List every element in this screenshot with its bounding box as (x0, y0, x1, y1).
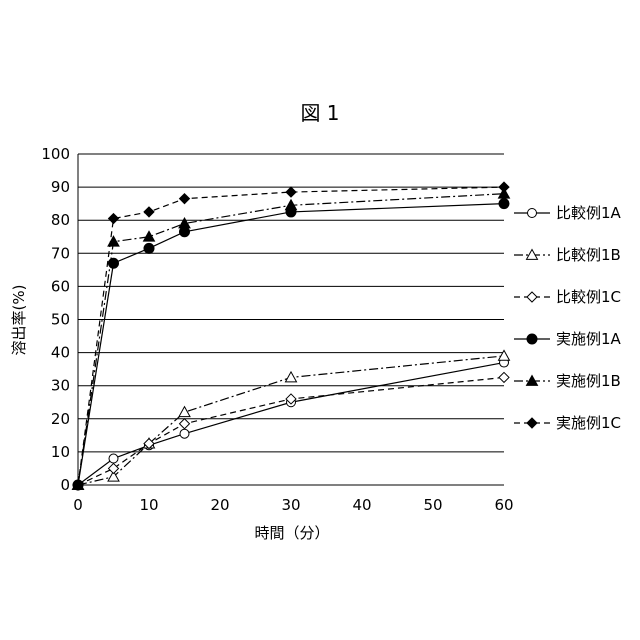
data-point (109, 454, 118, 463)
x-tick-label: 30 (281, 496, 300, 514)
legend-label: 実施例1C (556, 414, 621, 432)
series-line (78, 204, 504, 485)
series-line (78, 194, 504, 485)
data-point (527, 334, 537, 344)
y-tick-label: 20 (51, 410, 70, 428)
data-point (499, 372, 509, 382)
legend-label: 実施例1A (556, 330, 622, 348)
y-tick-label: 40 (51, 344, 70, 362)
legend-label: 比較例1C (556, 288, 621, 306)
series-比較例1B (73, 350, 510, 489)
legend-label: 比較例1B (556, 246, 621, 264)
legend: 比較例1A 比較例1B 比較例1C 実施例1A 実施例1B 実施例1C (514, 204, 622, 432)
legend-item: 実施例1A (514, 330, 622, 348)
data-point (499, 199, 509, 209)
y-tick-labels: 0 10 20 30 40 50 60 70 80 90 100 (41, 145, 70, 494)
data-point (499, 182, 509, 192)
y-tick-label: 50 (51, 311, 70, 329)
legend-item: 比較例1A (514, 204, 622, 222)
x-tick-label: 20 (210, 496, 229, 514)
y-tick-label: 90 (51, 178, 70, 196)
y-tick-label: 0 (60, 476, 70, 494)
data-point (144, 207, 154, 217)
legend-item: 比較例1B (514, 246, 621, 264)
legend-item: 比較例1C (514, 288, 621, 306)
x-tick-label: 0 (73, 496, 83, 514)
series-比較例1C (73, 372, 509, 490)
series-実施例1C (73, 182, 509, 490)
series-実施例1A (73, 199, 509, 490)
data-point (286, 372, 297, 382)
data-point (109, 214, 119, 224)
x-tick-label: 50 (423, 496, 442, 514)
data-point (527, 292, 537, 302)
y-tick-label: 70 (51, 244, 70, 262)
x-tick-label: 60 (494, 496, 513, 514)
y-axis-label: 溶出率(%) (10, 285, 28, 356)
data-point (527, 418, 537, 428)
y-tick-label: 60 (51, 277, 70, 295)
data-point (180, 194, 190, 204)
data-point (499, 350, 510, 360)
data-point (179, 407, 190, 417)
data-point (180, 419, 190, 429)
series-実施例1B (73, 188, 510, 489)
data-point (180, 429, 189, 438)
data-point (528, 209, 537, 218)
series-group (73, 182, 510, 490)
data-point (286, 187, 296, 197)
data-point (109, 463, 119, 473)
x-axis-label: 時間（分） (254, 524, 329, 542)
y-tick-label: 80 (51, 211, 70, 229)
legend-label: 比較例1A (556, 204, 622, 222)
data-point (144, 243, 154, 253)
x-tick-label: 10 (139, 496, 158, 514)
chart-title: 図 1 (300, 101, 339, 125)
series-line (78, 187, 504, 485)
x-tick-labels: 0 10 20 30 40 50 60 (73, 496, 513, 514)
x-tick-label: 40 (352, 496, 371, 514)
legend-label: 実施例1B (556, 372, 621, 390)
legend-item: 実施例1B (514, 372, 621, 390)
data-point (144, 231, 155, 241)
y-tick-label: 30 (51, 377, 70, 395)
y-tick-label: 100 (41, 145, 70, 163)
legend-item: 実施例1C (514, 414, 621, 432)
y-tick-label: 10 (51, 443, 70, 461)
